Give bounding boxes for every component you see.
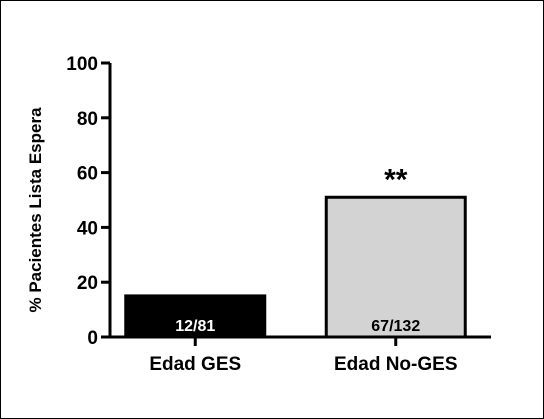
y-tick-label: 100 xyxy=(66,54,98,75)
bar xyxy=(324,195,467,339)
y-tick-label: 0 xyxy=(87,328,98,349)
bar-data-label: 12/81 xyxy=(175,318,215,335)
y-tick-label: 40 xyxy=(77,218,98,239)
y-axis-title: % Pacientes Lista Espera xyxy=(26,107,45,313)
bar-data-label: 67/132 xyxy=(371,318,420,335)
bar xyxy=(124,294,267,339)
y-tick-label: 80 xyxy=(77,109,98,130)
x-tick-label: Edad No-GES xyxy=(334,354,458,375)
y-tick-label: 60 xyxy=(77,164,98,185)
y-tick-label: 20 xyxy=(77,273,98,294)
bars: 12/81 67/132 ** xyxy=(124,163,467,339)
significance-marker: ** xyxy=(384,163,408,196)
axes: 0 20 40 60 80 100 Edad GES Edad No-GES xyxy=(66,54,491,375)
x-tick-label: Edad GES xyxy=(149,354,241,375)
